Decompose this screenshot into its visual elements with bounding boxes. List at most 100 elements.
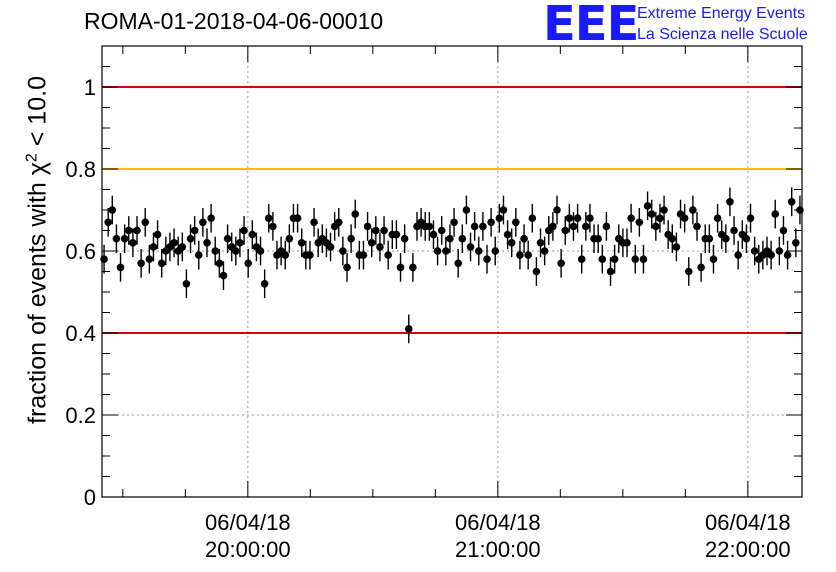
data-point bbox=[734, 251, 742, 259]
data-point bbox=[396, 263, 405, 272]
logo-line-1: Extreme Energy Events bbox=[637, 5, 806, 22]
data-point bbox=[433, 247, 442, 255]
data-point bbox=[359, 251, 368, 259]
data-point bbox=[697, 263, 705, 272]
data-point bbox=[680, 214, 689, 222]
data-point bbox=[104, 218, 112, 227]
data-point bbox=[726, 198, 734, 206]
data-point bbox=[532, 267, 541, 276]
data-point bbox=[705, 234, 714, 243]
y-tick-label: 0.2 bbox=[65, 403, 96, 428]
data-point bbox=[746, 214, 755, 222]
data-point bbox=[133, 226, 141, 235]
data-point bbox=[339, 247, 347, 255]
data-point bbox=[120, 234, 129, 243]
data-point bbox=[215, 259, 224, 268]
data-point bbox=[709, 255, 718, 263]
data-point bbox=[141, 218, 150, 227]
data-point bbox=[199, 218, 207, 227]
data-point bbox=[491, 247, 500, 255]
data-point bbox=[483, 255, 491, 263]
data-point bbox=[248, 230, 257, 239]
data-point bbox=[499, 206, 508, 214]
data-point bbox=[442, 247, 450, 255]
data-point bbox=[178, 243, 187, 251]
data-point bbox=[384, 251, 392, 259]
data-point bbox=[264, 214, 273, 222]
data-point bbox=[639, 255, 648, 263]
data-point bbox=[668, 234, 677, 243]
data-point bbox=[684, 267, 693, 276]
data-point bbox=[392, 230, 401, 239]
data-point bbox=[503, 230, 512, 239]
data-point bbox=[186, 234, 195, 243]
x-tick-label-date: 06/04/18 bbox=[455, 510, 541, 535]
data-point bbox=[454, 259, 462, 268]
data-point bbox=[495, 214, 504, 222]
data-point bbox=[203, 239, 211, 247]
data-point bbox=[713, 214, 722, 222]
data-point bbox=[194, 251, 203, 259]
data-point bbox=[627, 214, 635, 222]
data-point bbox=[240, 226, 248, 235]
data-point bbox=[124, 226, 133, 235]
data-point bbox=[549, 222, 557, 231]
data-point bbox=[672, 243, 681, 251]
data-point bbox=[446, 234, 454, 243]
data-point bbox=[372, 226, 380, 235]
x-tick-label-time: 22:00:00 bbox=[705, 537, 791, 562]
x-tick-label-time: 20:00:00 bbox=[205, 537, 291, 562]
page-title: ROMA-01-2018-04-06-00010 bbox=[84, 8, 384, 34]
data-point bbox=[602, 222, 611, 231]
data-point bbox=[269, 222, 277, 231]
data-point bbox=[211, 247, 220, 255]
data-point bbox=[244, 259, 252, 268]
data-point bbox=[582, 222, 590, 231]
y-tick-label: 0.6 bbox=[65, 239, 96, 264]
data-point bbox=[232, 247, 240, 255]
data-point bbox=[190, 226, 199, 235]
data-point bbox=[112, 234, 121, 243]
data-point bbox=[334, 218, 343, 227]
x-tick-label-date: 06/04/18 bbox=[205, 510, 291, 535]
data-point bbox=[223, 234, 232, 243]
data-point bbox=[404, 325, 413, 333]
data-point bbox=[540, 247, 549, 255]
data-point bbox=[656, 214, 664, 222]
data-point bbox=[796, 206, 804, 214]
data-point bbox=[100, 255, 108, 263]
data-point bbox=[363, 222, 372, 231]
data-point bbox=[652, 222, 660, 231]
data-point bbox=[351, 210, 360, 218]
data-point bbox=[779, 226, 788, 235]
data-point bbox=[577, 255, 586, 263]
data-point bbox=[153, 230, 162, 239]
data-point bbox=[285, 234, 294, 243]
data-point bbox=[470, 222, 479, 231]
data-point bbox=[108, 206, 117, 214]
data-point bbox=[557, 259, 565, 268]
y-tick-label: 1 bbox=[84, 75, 96, 100]
data-point bbox=[157, 259, 166, 268]
data-point bbox=[236, 239, 244, 247]
data-point bbox=[458, 234, 467, 243]
data-point bbox=[260, 280, 269, 288]
data-point bbox=[606, 267, 615, 276]
data-point bbox=[347, 234, 355, 243]
data-point bbox=[573, 214, 582, 222]
data-point bbox=[293, 214, 302, 222]
data-point bbox=[771, 210, 780, 218]
data-point bbox=[149, 243, 158, 251]
data-point bbox=[787, 198, 796, 206]
logo-line-2: La Scienza nelle Scuole bbox=[637, 26, 808, 43]
data-point bbox=[380, 226, 388, 235]
data-point bbox=[343, 263, 351, 272]
data-point bbox=[792, 239, 800, 247]
data-point bbox=[767, 251, 775, 259]
data-point bbox=[170, 239, 178, 247]
data-point bbox=[598, 255, 607, 263]
data-point bbox=[524, 251, 532, 259]
data-point bbox=[437, 226, 446, 235]
logo-text: Extreme Energy Events La Scienza nelle S… bbox=[637, 3, 808, 45]
